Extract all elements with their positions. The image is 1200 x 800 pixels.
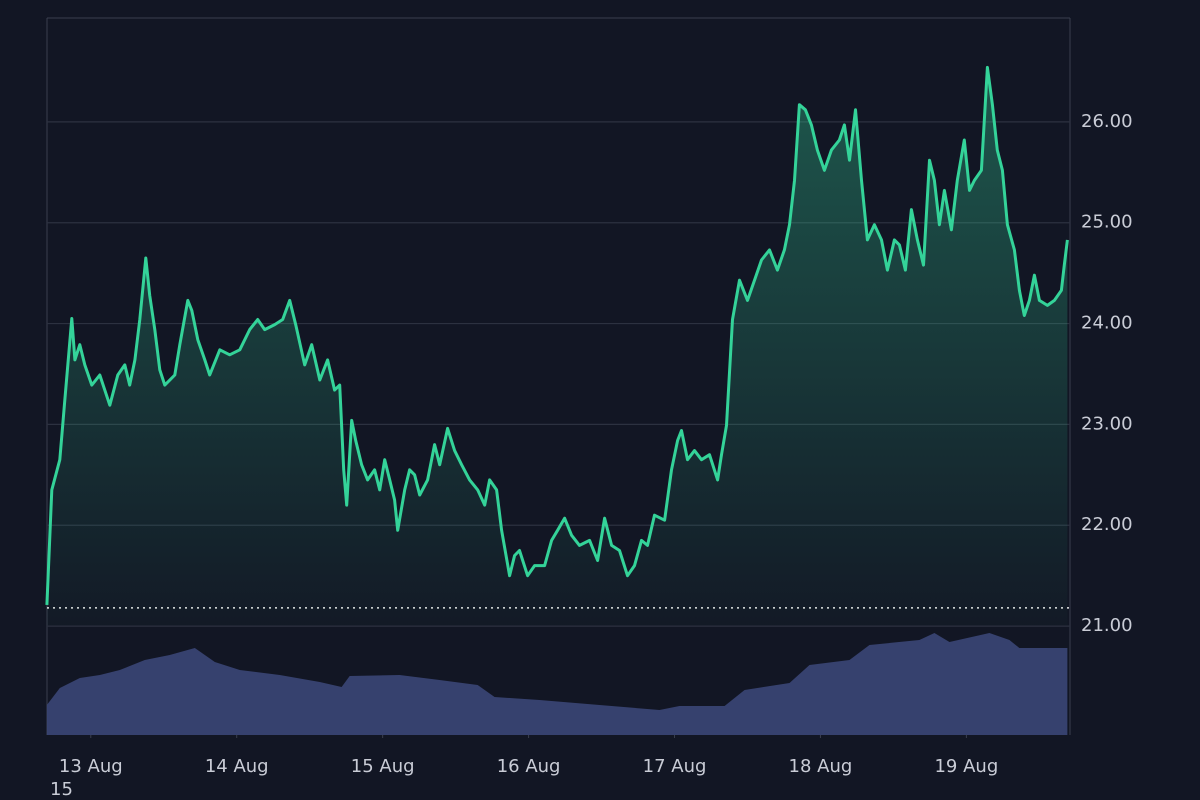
y-tick-label: 23.00 [1081, 413, 1133, 434]
x-tick-label: 14 Aug [205, 756, 269, 777]
y-tick-label: 24.00 [1081, 313, 1133, 334]
volume-area [46, 633, 1068, 735]
price-line [45, 65, 1069, 605]
x-tick-label: 13 Aug [59, 756, 123, 777]
y-tick-label: 22.00 [1081, 514, 1133, 535]
x-tick-label: 16 Aug [497, 756, 561, 777]
y-tick-label: 21.00 [1081, 615, 1133, 636]
x-tick-label: 19 Aug [934, 756, 998, 777]
y-tick-label: 25.00 [1081, 212, 1133, 233]
y-tick-label: 26.00 [1081, 111, 1133, 132]
volume-pane [46, 633, 1068, 735]
labels: 21.00 22.00 23.00 24.00 25.00 26.00 13 Aug 14 A… [59, 111, 1133, 777]
footnote: 15 [50, 779, 73, 800]
x-tick-label: 17 Aug [643, 756, 707, 777]
price-area [46, 67, 1068, 625]
x-tick-label: 18 Aug [789, 756, 853, 777]
plot [45, 65, 1070, 625]
x-tick-label: 15 Aug [351, 756, 415, 777]
